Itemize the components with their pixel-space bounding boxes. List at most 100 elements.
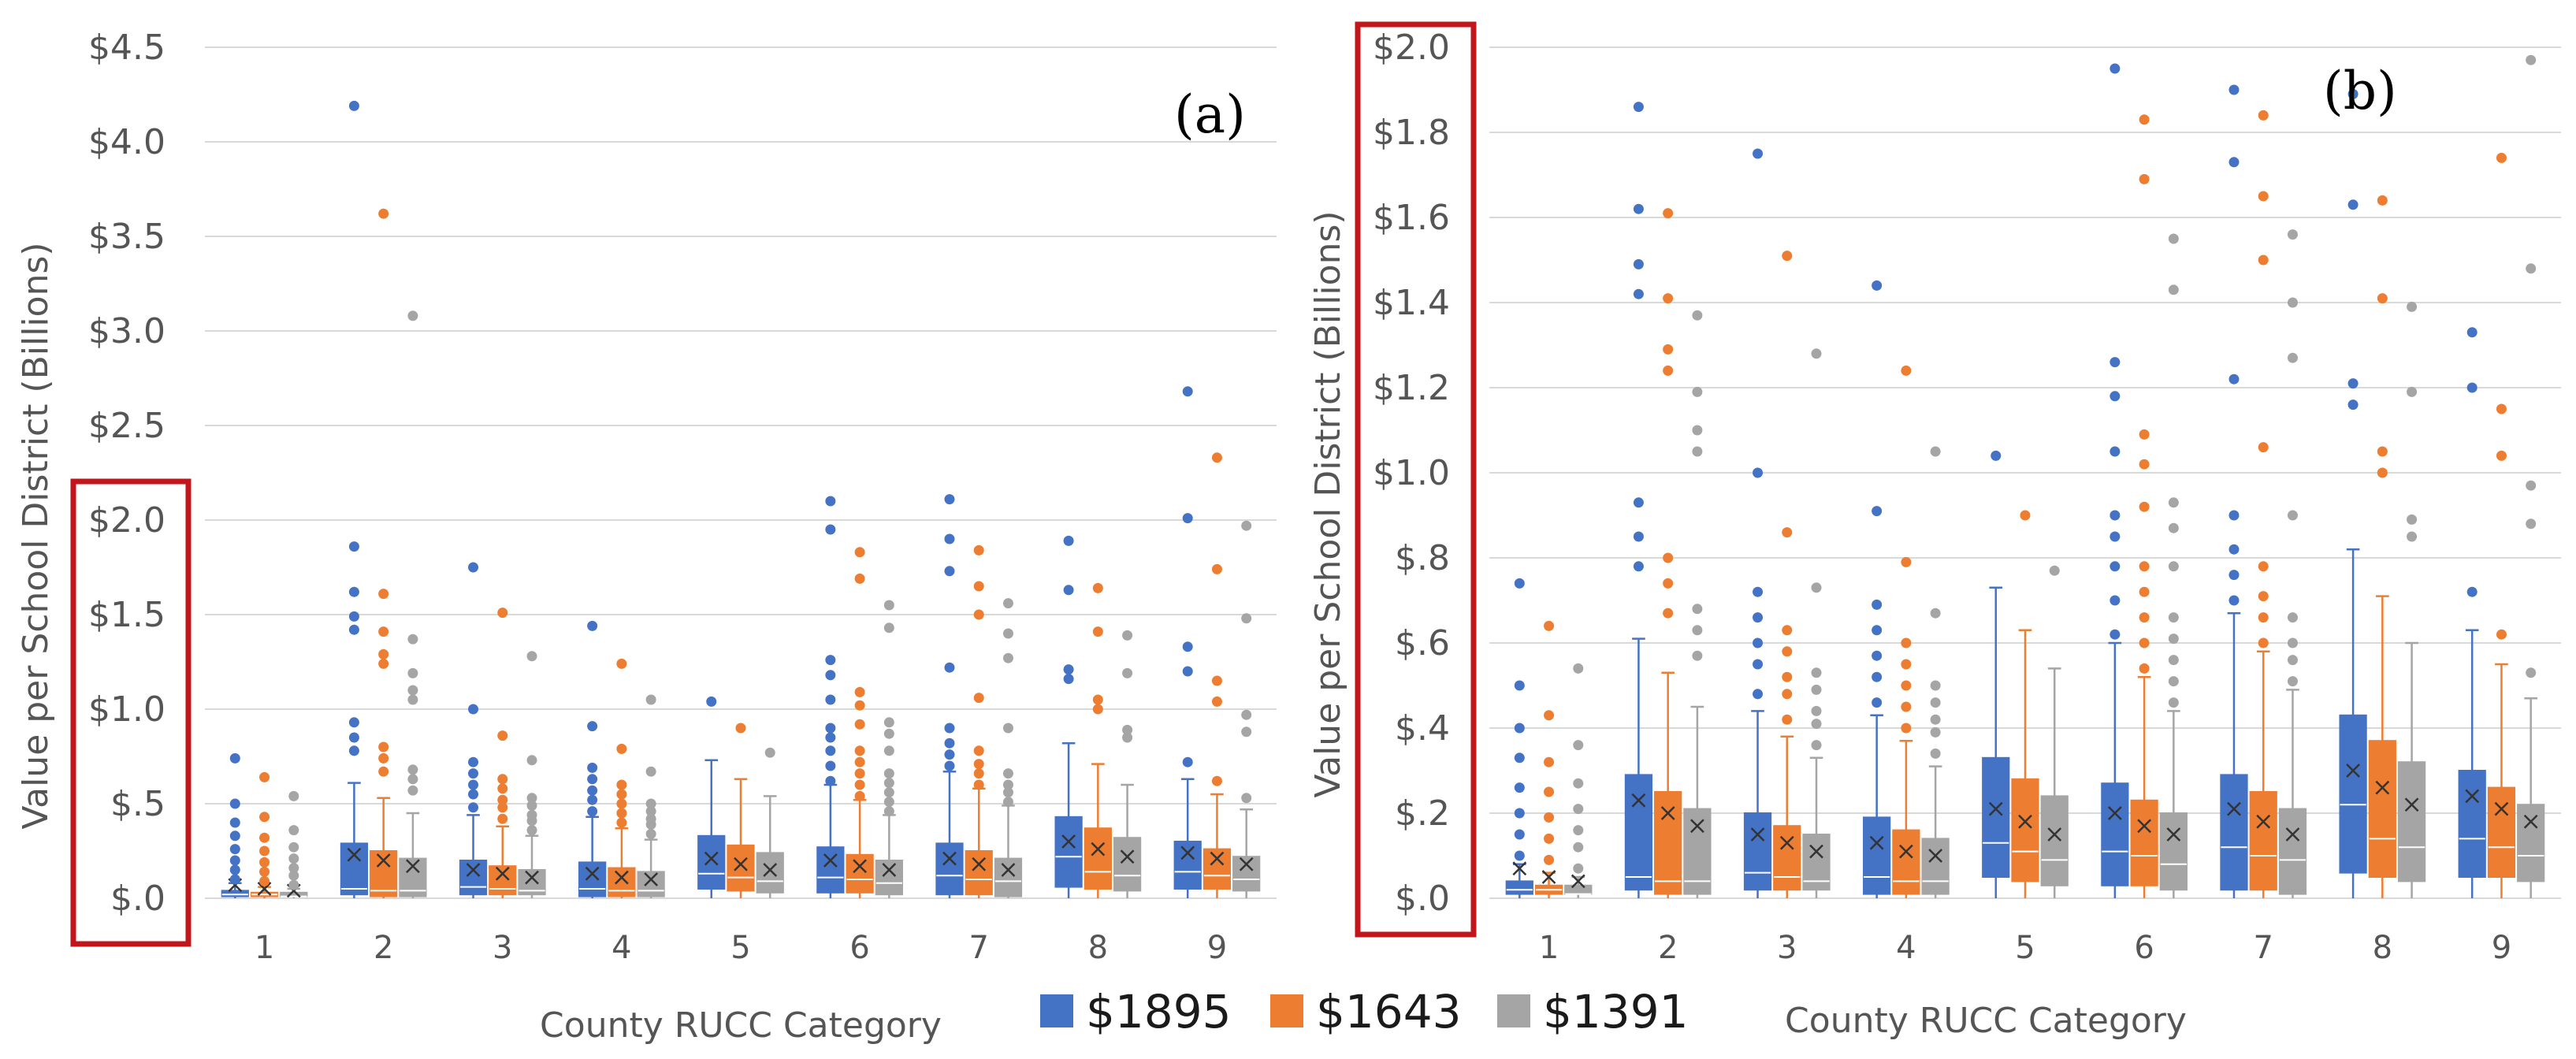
outlier-point: [288, 790, 299, 801]
outlier-point: [2496, 450, 2507, 461]
outlier-point: [587, 806, 598, 817]
outlier-point: [1211, 563, 1222, 574]
y-tick-label: $4.0: [88, 122, 165, 162]
outlier-point: [1241, 793, 1252, 804]
panel-b-chart: $.0$.2$.4$.6$.8$1.0$1.2$1.4$1.6$1.8$2.0 …: [1308, 21, 2561, 1041]
outlier-point: [1692, 386, 1703, 397]
outlier-point: [1930, 748, 1941, 759]
box-1643-cat-3: [489, 608, 517, 898]
y-tick-label: $.6: [1395, 623, 1450, 663]
box-1391-cat-6: [875, 600, 903, 898]
outlier-point: [883, 797, 894, 808]
outlier-point: [229, 844, 240, 855]
outlier-point: [1211, 775, 1222, 786]
outlier-point: [2258, 442, 2269, 453]
iqr-box: [1982, 756, 2010, 878]
box-1895-cat-5: [1982, 450, 2010, 898]
y-tick-label: $.2: [1395, 793, 1450, 834]
outlier-point: [883, 778, 894, 789]
y-tick-label: $1.5: [88, 595, 165, 635]
outlier-point: [2139, 429, 2150, 440]
box-1643-cat-5: [2011, 510, 2039, 898]
outlier-point: [2168, 697, 2179, 708]
panel-a-y-tick-labels: $.0 $.5 $1.0 $1.5 $2.0 $2.5 $3.0 $3.5 $4.0 $4.5: [88, 28, 165, 919]
outlier-point: [1514, 829, 1525, 840]
mean-marker: [644, 872, 659, 886]
box-1895-cat-2: [340, 100, 369, 898]
box-1643-cat-9: [2487, 152, 2516, 898]
outlier-point: [2139, 114, 2150, 125]
iqr-box: [1892, 829, 1920, 895]
x-tick-label: 4: [611, 930, 631, 966]
outlier-point: [1544, 710, 1555, 721]
y-tick-label: $1.8: [1373, 113, 1450, 153]
outlier-point: [2347, 88, 2359, 99]
iqr-box: [2159, 812, 2188, 891]
outlier-point: [2168, 676, 2179, 687]
outlier-point: [407, 774, 418, 785]
x-tick-label: 2: [374, 930, 393, 966]
outlier-point: [825, 760, 836, 771]
outlier-point: [1753, 586, 1764, 597]
outlier-point: [1092, 694, 1103, 705]
outlier-point: [1753, 659, 1764, 670]
mean-marker: [1869, 835, 1884, 850]
outlier-point: [1930, 446, 1941, 457]
mean-marker: [1690, 819, 1704, 834]
outlier-point: [1241, 726, 1252, 738]
mean-marker: [615, 870, 629, 885]
outlier-point: [407, 310, 418, 321]
panel-a-gridlines: [205, 46, 1277, 899]
box-1895-cat-6: [816, 496, 845, 898]
mean-marker: [1120, 849, 1135, 864]
outlier-point: [468, 562, 479, 573]
outlier-point: [706, 696, 717, 707]
legend: $1895 $1643 $1391: [1040, 985, 1689, 1039]
outlier-point: [973, 544, 984, 556]
x-tick-label: 3: [493, 930, 512, 966]
outlier-point: [1122, 667, 1133, 678]
outlier-point: [1514, 723, 1525, 734]
outlier-point: [1002, 628, 1013, 639]
outlier-point: [1063, 535, 1074, 546]
outlier-point: [2347, 378, 2359, 389]
iqr-box: [1624, 774, 1653, 891]
legend-item-1895: $1895: [1040, 985, 1232, 1039]
outlier-point: [1241, 613, 1252, 624]
mean-marker: [734, 856, 748, 871]
outlier-point: [1753, 148, 1764, 159]
iqr-box: [875, 860, 903, 896]
outlier-point: [1753, 467, 1764, 478]
box-1391-cat-6: [2159, 233, 2188, 898]
outlier-point: [378, 648, 389, 660]
outlier-point: [587, 762, 598, 773]
panel-b-label: (b): [2323, 61, 2397, 121]
mean-marker: [495, 866, 510, 881]
iqr-box: [578, 861, 607, 897]
y-tick-label: $1.2: [1373, 368, 1450, 408]
outlier-point: [2139, 173, 2150, 184]
outlier-point: [259, 845, 270, 856]
outlier-point: [2407, 301, 2418, 312]
outlier-point: [1122, 630, 1133, 641]
outlier-point: [468, 756, 479, 767]
outlier-point: [1901, 556, 1912, 567]
mean-marker: [585, 866, 600, 881]
panel-a-chart: $.0 $.5 $1.0 $1.5 $2.0 $2.5 $3.0 $3.5 $4.0 $4.5 1…: [16, 28, 1277, 1046]
outlier-point: [1692, 650, 1703, 661]
outlier-point: [468, 704, 479, 715]
outlier-point: [973, 693, 984, 704]
outlier-point: [1182, 641, 1193, 652]
outlier-point: [378, 766, 389, 777]
outlier-point: [1872, 671, 1883, 682]
outlier-point: [1782, 671, 1793, 682]
outlier-point: [1692, 625, 1703, 636]
panel-b-tick-highlight-box: [1355, 21, 1477, 938]
outlier-point: [944, 723, 955, 734]
panel-a-label: (a): [1174, 84, 1246, 145]
outlier-point: [1663, 293, 1674, 304]
outlier-point: [1692, 310, 1703, 321]
outlier-point: [1633, 102, 1644, 113]
mean-marker: [2256, 814, 2271, 829]
outlier-point: [825, 732, 836, 743]
